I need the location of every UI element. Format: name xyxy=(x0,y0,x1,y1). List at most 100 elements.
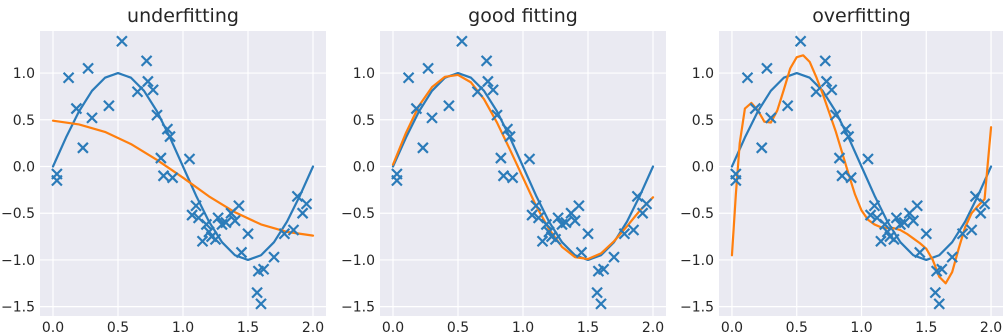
x-tick-label: 0.5 xyxy=(786,320,808,335)
sample-marker xyxy=(781,99,794,112)
sample-marker xyxy=(51,168,63,180)
sample-marker xyxy=(730,168,742,180)
x-tick-label: 0.0 xyxy=(721,320,743,335)
sample-marker xyxy=(560,216,572,229)
y-tick-label: 0.5 xyxy=(13,113,35,129)
y-tick-label: 1.0 xyxy=(13,66,35,82)
sample-marker xyxy=(200,218,213,231)
sample-marker xyxy=(77,142,89,154)
sample-marker xyxy=(879,218,891,231)
sample-marker xyxy=(456,35,468,48)
panel-title: underfitting xyxy=(127,5,239,27)
y-tick-label: −0.5 xyxy=(680,206,714,222)
sample-marker xyxy=(86,112,98,124)
sample-marker xyxy=(569,214,581,227)
sample-marker xyxy=(142,75,154,88)
plot-area xyxy=(51,35,315,310)
sample-marker xyxy=(186,209,198,221)
sample-marker xyxy=(595,298,607,310)
sample-marker xyxy=(212,212,224,224)
y-tick-label: −1.0 xyxy=(680,253,714,269)
sample-marker xyxy=(268,251,280,263)
y-tick-label: −1.0 xyxy=(1,253,35,269)
x-tick-label: 0.5 xyxy=(447,320,469,335)
sample-marker xyxy=(526,209,538,221)
sample-marker xyxy=(608,251,620,263)
sample-marker xyxy=(229,214,241,227)
x-tick-label: 1.5 xyxy=(237,320,259,335)
x-tick-label: 2.0 xyxy=(980,320,1002,335)
sample-marker xyxy=(920,227,933,240)
sample-marker xyxy=(864,209,877,221)
y-tick-label: 0.0 xyxy=(13,159,35,175)
sample-marker xyxy=(575,246,588,259)
sample-marker xyxy=(969,190,982,203)
sample-marker xyxy=(755,142,768,154)
sample-marker xyxy=(978,198,991,210)
y-tick-label: 1.0 xyxy=(692,66,714,82)
sample-marker xyxy=(741,71,754,84)
y-tick-label: −1.5 xyxy=(680,300,714,316)
sample-marker xyxy=(164,130,176,143)
sample-marker xyxy=(82,62,94,75)
sample-marker xyxy=(480,55,493,67)
sample-marker xyxy=(911,199,923,212)
x-tick-label: 1.5 xyxy=(915,320,937,335)
sample-marker xyxy=(209,233,222,246)
sample-marker xyxy=(402,71,415,84)
sample-marker xyxy=(278,227,291,240)
x-tick-label: 1.5 xyxy=(577,320,599,335)
x-tick-label: 1.0 xyxy=(850,320,872,335)
y-tick-label: −1.5 xyxy=(1,300,35,316)
sample-marker xyxy=(840,123,852,135)
sample-marker xyxy=(487,84,499,96)
sample-marker xyxy=(147,84,159,96)
y-tick-label: 0.5 xyxy=(353,113,375,129)
sample-marker xyxy=(552,212,564,224)
sample-marker xyxy=(131,85,144,98)
sample-marker xyxy=(819,55,832,67)
sample-marker xyxy=(890,212,903,224)
sample-marker xyxy=(103,99,115,112)
sample-marker xyxy=(829,109,842,121)
sample-marker xyxy=(868,199,881,212)
sample-marker xyxy=(965,224,978,236)
x-tick-label: 0.5 xyxy=(107,320,129,335)
sample-marker xyxy=(974,207,987,219)
y-tick-label: 0.0 xyxy=(692,159,714,175)
sample-marker xyxy=(391,168,403,180)
sample-marker xyxy=(523,153,536,165)
panel-1: underfitting 0.0 0.5 1.0 1.5 2.0 1.0 0.5 0.0 −0.5… xyxy=(1,5,326,335)
fit-line xyxy=(51,119,315,237)
sample-marker xyxy=(862,153,874,165)
panel-2: good fitting 0.0 0.5 1.0 1.5 2.0 1.0 0.5 0.0 −0.5… xyxy=(341,5,666,335)
sample-marker xyxy=(161,123,174,135)
sample-marker xyxy=(495,152,507,164)
sample-marker xyxy=(426,112,438,124)
sample-marker xyxy=(591,286,603,299)
sample-marker xyxy=(765,112,777,124)
sample-marker xyxy=(914,246,926,259)
sample-marker xyxy=(956,227,969,240)
x-tick-label: 0.0 xyxy=(42,320,64,335)
sample-marker xyxy=(417,142,429,154)
sample-points xyxy=(391,35,653,310)
sample-marker xyxy=(898,216,911,229)
sample-marker xyxy=(504,130,516,143)
y-tick-label: 1.0 xyxy=(353,66,375,82)
sample-marker xyxy=(287,224,300,236)
sample-marker xyxy=(140,55,153,67)
sample-marker xyxy=(836,170,848,182)
sample-marker xyxy=(166,171,179,184)
sample-marker xyxy=(749,102,762,115)
y-tick-label: −1.5 xyxy=(341,300,375,316)
panel-3: overfitting 0.0 0.5 1.0 1.5 2.0 1.0 0.5 0.0 −0.5 −… xyxy=(680,5,1003,335)
sample-marker xyxy=(833,152,846,164)
panel-title: good fitting xyxy=(468,5,578,27)
sample-marker xyxy=(257,263,270,276)
sample-marker xyxy=(233,199,245,212)
sample-marker xyxy=(482,75,494,88)
sample-marker xyxy=(116,35,128,48)
y-tick-label: −1.0 xyxy=(341,253,375,269)
